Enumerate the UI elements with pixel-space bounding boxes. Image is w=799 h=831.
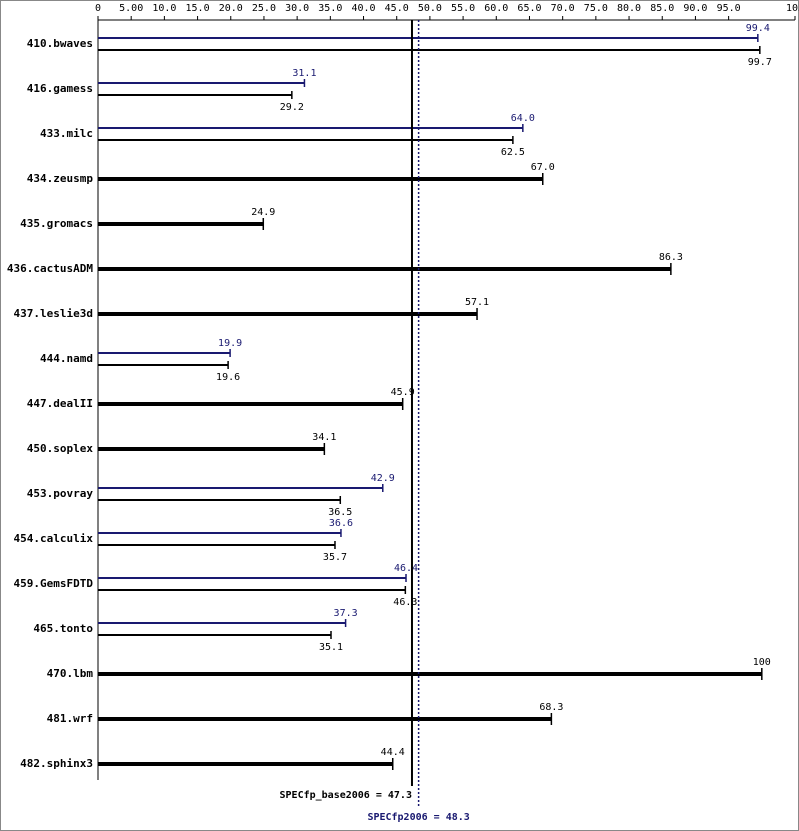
x-tick-label: 85.0: [650, 3, 674, 14]
value-label: 99.4: [746, 23, 770, 34]
x-tick-label: 35.0: [318, 3, 342, 14]
category-label: 454.calculix: [14, 532, 94, 545]
reference-label: SPECfp2006 = 48.3: [367, 812, 469, 823]
value-label: 35.7: [323, 552, 347, 563]
value-label: 100: [753, 657, 771, 668]
value-label: 68.3: [539, 702, 563, 713]
category-label: 433.milc: [40, 127, 93, 140]
value-label: 46.3: [393, 597, 417, 608]
x-tick-label: 50.0: [418, 3, 442, 14]
category-label: 459.GemsFDTD: [14, 577, 94, 590]
x-tick-label: 5.00: [119, 3, 143, 14]
value-label: 24.9: [251, 207, 275, 218]
category-label: 444.namd: [40, 352, 93, 365]
x-tick-label: 80.0: [617, 3, 641, 14]
x-tick-label: 95.0: [717, 3, 741, 14]
value-label: 64.0: [511, 113, 535, 124]
value-label: 42.9: [371, 473, 395, 484]
x-tick-label: 45.0: [385, 3, 409, 14]
category-label: 453.povray: [27, 487, 94, 500]
category-label: 447.dealII: [27, 397, 93, 410]
x-tick-label: 105: [786, 3, 799, 14]
value-label: 37.3: [334, 608, 358, 619]
x-tick-label: 75.0: [584, 3, 608, 14]
category-label: 481.wrf: [47, 712, 93, 725]
category-label: 450.soplex: [27, 442, 94, 455]
value-label: 45.9: [391, 387, 415, 398]
value-label: 86.3: [659, 252, 683, 263]
value-label: 46.4: [394, 563, 418, 574]
x-tick-label: 90.0: [683, 3, 707, 14]
x-tick-label: 10.0: [152, 3, 176, 14]
value-label: 36.6: [329, 518, 353, 529]
x-tick-label: 20.0: [219, 3, 243, 14]
category-label: 470.lbm: [47, 667, 94, 680]
x-tick-label: 0: [95, 3, 101, 14]
x-tick-label: 25.0: [252, 3, 276, 14]
category-label: 482.sphinx3: [20, 757, 93, 770]
value-label: 57.1: [465, 297, 489, 308]
category-label: 434.zeusmp: [27, 172, 94, 185]
value-label: 31.1: [292, 68, 316, 79]
value-label: 36.5: [328, 507, 352, 518]
value-label: 44.4: [381, 747, 405, 758]
x-tick-label: 60.0: [484, 3, 508, 14]
value-label: 35.1: [319, 642, 343, 653]
category-label: 410.bwaves: [27, 37, 93, 50]
x-tick-label: 40.0: [351, 3, 375, 14]
value-label: 34.1: [312, 432, 336, 443]
value-label: 29.2: [280, 102, 304, 113]
category-label: 416.gamess: [27, 82, 93, 95]
category-label: 437.leslie3d: [14, 307, 93, 320]
value-label: 99.7: [748, 57, 772, 68]
x-tick-label: 15.0: [186, 3, 210, 14]
category-label: 465.tonto: [33, 622, 93, 635]
x-tick-label: 70.0: [551, 3, 575, 14]
x-tick-label: 30.0: [285, 3, 309, 14]
value-label: 62.5: [501, 147, 525, 158]
value-label: 67.0: [531, 162, 555, 173]
category-label: 435.gromacs: [20, 217, 93, 230]
value-label: 19.9: [218, 338, 242, 349]
x-tick-label: 65.0: [517, 3, 541, 14]
reference-label: SPECfp_base2006 = 47.3: [280, 790, 412, 801]
category-label: 436.cactusADM: [7, 262, 93, 275]
x-tick-label: 55.0: [451, 3, 475, 14]
value-label: 19.6: [216, 372, 240, 383]
